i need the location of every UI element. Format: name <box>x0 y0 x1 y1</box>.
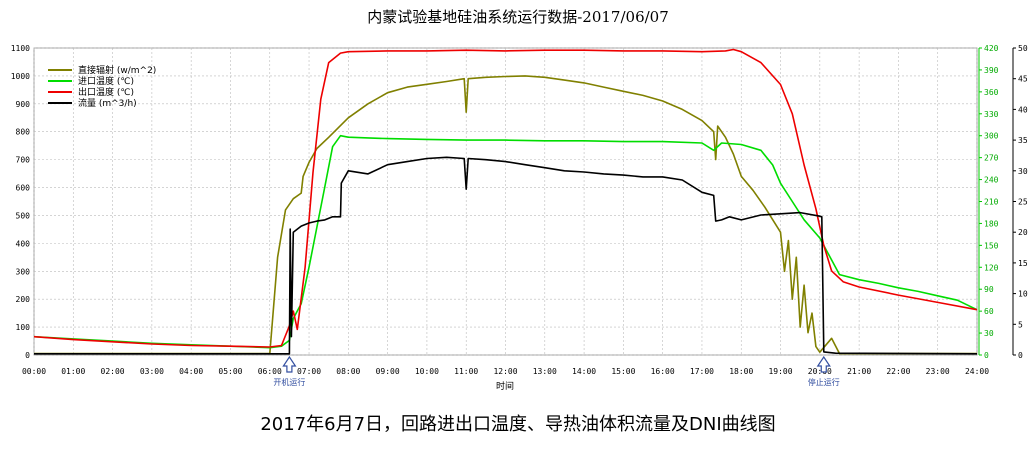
y-right-tick-label: 40 <box>1018 105 1028 114</box>
x-tick-label: 13:00 <box>533 367 557 376</box>
x-tick-label: 12:00 <box>493 367 517 376</box>
series-line-3 <box>34 156 978 355</box>
y-mid-tick-label: 120 <box>984 263 999 272</box>
x-tick-label: 00:00 <box>22 367 46 376</box>
y-left-tick-label: 600 <box>16 184 31 193</box>
annotation-label: 停止运行 <box>808 377 840 387</box>
x-tick-label: 09:00 <box>376 367 400 376</box>
y-left-tick-label: 400 <box>16 239 31 248</box>
y-right-tick-label: 20 <box>1018 228 1028 237</box>
x-tick-label: 04:00 <box>179 367 203 376</box>
chart: 内蒙试验基地硅油系统运行数据-2017/06/07 01002003004005… <box>11 8 1028 392</box>
y-mid-tick-label: 90 <box>984 285 994 294</box>
legend-label: 流量 (m^3/h) <box>78 97 137 109</box>
x-tick-label: 24:00 <box>965 367 989 376</box>
y-mid-tick-label: 60 <box>984 307 994 316</box>
y-right-tick-label: 45 <box>1018 75 1028 84</box>
y-left-tick-label: 800 <box>16 128 31 137</box>
x-tick-label: 21:00 <box>847 367 871 376</box>
y-mid-tick-label: 330 <box>984 110 999 119</box>
y-mid-tick-label: 300 <box>984 132 999 141</box>
y-mid-tick-label: 180 <box>984 219 999 228</box>
figure-caption: 2017年6月7日，回路进出口温度、导热油体积流量及DNI曲线图 <box>260 414 776 435</box>
y-mid-tick-label: 210 <box>984 198 999 207</box>
x-tick-label: 10:00 <box>415 367 439 376</box>
x-tick-label: 15:00 <box>611 367 635 376</box>
y-left-tick-label: 700 <box>16 156 31 165</box>
y-mid-tick-label: 390 <box>984 66 999 75</box>
x-tick-label: 03:00 <box>140 367 164 376</box>
y-right-tick-label: 0 <box>1018 351 1023 360</box>
up-arrow-icon <box>816 355 831 373</box>
y-left-tick-label: 500 <box>16 211 31 220</box>
chart-title: 内蒙试验基地硅油系统运行数据-2017/06/07 <box>367 8 669 26</box>
legend-label: 进口温度 (℃) <box>78 75 134 87</box>
x-tick-label: 19:00 <box>768 367 792 376</box>
y-mid-tick-label: 150 <box>984 241 999 250</box>
x-tick-label: 23:00 <box>926 367 950 376</box>
grid <box>33 47 978 356</box>
legend-label: 出口温度 (℃) <box>78 86 134 98</box>
y-right-tick-label: 30 <box>1018 167 1028 176</box>
y-mid-tick-label: 420 <box>984 44 999 53</box>
y-mid-tick-label: 0 <box>984 351 989 360</box>
x-tick-label: 11:00 <box>454 367 478 376</box>
series-line-2 <box>33 48 978 348</box>
x-tick-label: 05:00 <box>218 367 242 376</box>
y-right-tick-label: 35 <box>1018 136 1028 145</box>
x-tick-label: 22:00 <box>886 367 910 376</box>
y-right-tick-label: 50 <box>1018 44 1028 53</box>
y-right-tick-label: 15 <box>1018 259 1028 268</box>
up-arrow-icon <box>282 355 297 373</box>
x-tick-label: 07:00 <box>297 367 321 376</box>
y-right-tick-label: 5 <box>1018 320 1023 329</box>
x-tick-label: 08:00 <box>336 367 360 376</box>
x-tick-label: 02:00 <box>101 367 125 376</box>
axes: 0100200300400500600700800900100011000306… <box>11 44 1028 376</box>
x-tick-label: 18:00 <box>729 367 753 376</box>
x-tick-label: 01:00 <box>61 367 85 376</box>
y-right-tick-label: 10 <box>1018 290 1028 299</box>
y-left-tick-label: 1100 <box>11 44 30 53</box>
legend-label: 直接辐射 (w/m^2) <box>78 64 156 76</box>
series-layer <box>33 48 978 355</box>
x-tick-label: 17:00 <box>690 367 714 376</box>
series-line-1 <box>33 134 978 349</box>
y-left-tick-label: 200 <box>16 295 31 304</box>
y-left-tick-label: 0 <box>25 351 30 360</box>
annotations: 开机运行 停止运行 <box>273 355 840 387</box>
annotation-label: 开机运行 <box>273 377 305 387</box>
y-mid-tick-label: 270 <box>984 154 999 163</box>
x-tick-label: 16:00 <box>651 367 675 376</box>
y-left-tick-label: 100 <box>16 323 31 332</box>
x-tick-label: 20:00 <box>808 367 832 376</box>
x-tick-label: 14:00 <box>572 367 596 376</box>
x-tick-label: 06:00 <box>258 367 282 376</box>
y-mid-tick-label: 240 <box>984 176 999 185</box>
y-left-tick-label: 900 <box>16 100 31 109</box>
y-mid-tick-label: 30 <box>984 329 994 338</box>
y-right-tick-label: 25 <box>1018 198 1028 207</box>
x-axis-label: 时间 <box>496 380 514 392</box>
y-left-tick-label: 1000 <box>11 72 30 81</box>
y-left-tick-label: 300 <box>16 267 31 276</box>
legend: 直接辐射 (w/m^2)进口温度 (℃)出口温度 (℃)流量 (m^3/h) <box>48 64 156 109</box>
y-mid-tick-label: 360 <box>984 88 999 97</box>
